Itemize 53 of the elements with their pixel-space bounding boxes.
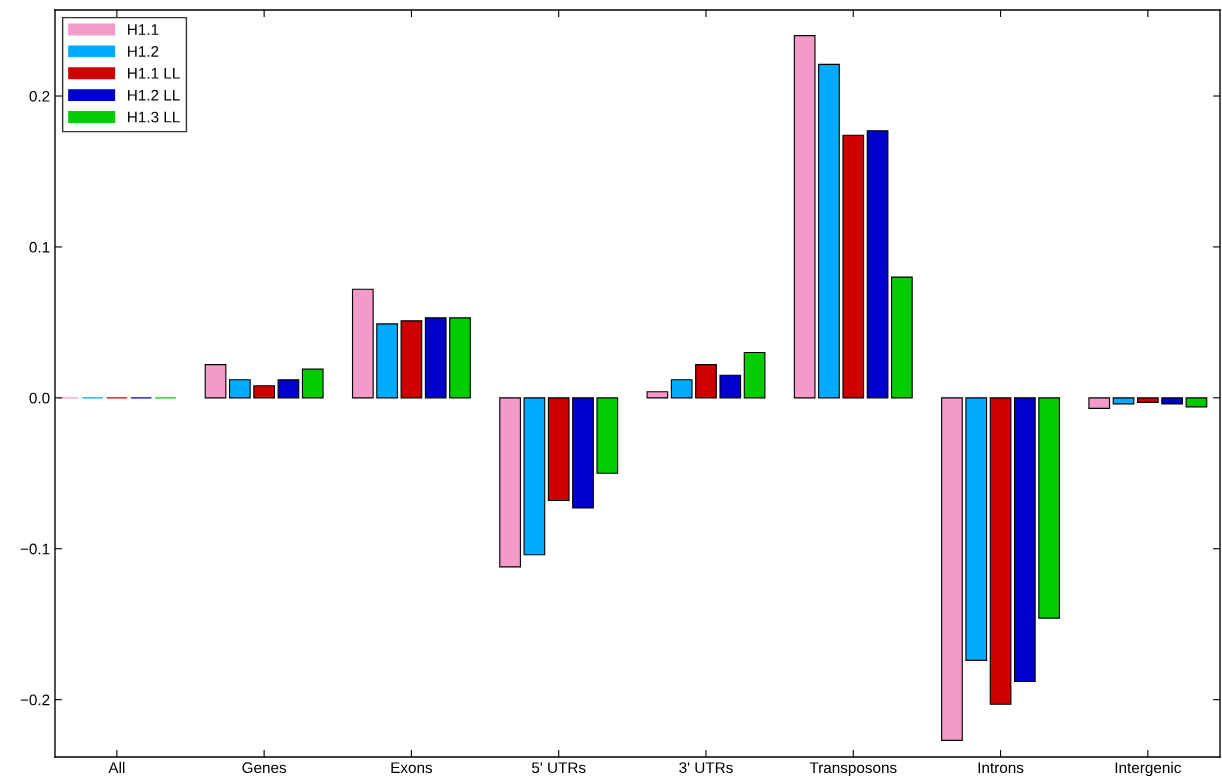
bar — [596, 397, 619, 474]
x-tick-label: Exons — [391, 762, 433, 774]
bar — [1112, 397, 1135, 405]
bar — [989, 397, 1012, 705]
x-tick-label: All — [108, 761, 125, 773]
bar — [572, 397, 594, 509]
bar — [695, 364, 717, 399]
bar — [1038, 397, 1061, 619]
bar — [204, 364, 227, 399]
bar — [670, 379, 693, 399]
bar — [1136, 397, 1159, 403]
bar — [1013, 397, 1036, 683]
x-tick-label: 5' UTRs — [531, 762, 586, 774]
bar — [965, 397, 988, 661]
bar — [277, 379, 300, 399]
bar — [400, 320, 423, 399]
bar — [646, 391, 669, 399]
bar — [301, 368, 324, 399]
bar — [1185, 397, 1208, 408]
bar — [228, 379, 251, 399]
legend-label: H1.2 LL — [128, 89, 180, 101]
bar — [1161, 397, 1183, 405]
bar — [719, 374, 742, 399]
bar — [1088, 397, 1111, 409]
bar — [523, 397, 546, 556]
bar — [449, 317, 471, 399]
bar — [818, 63, 840, 399]
y-tick-label: 0.2 — [29, 90, 50, 102]
legend-label: H1.2 — [128, 46, 159, 57]
bar — [351, 288, 374, 399]
bar — [499, 397, 521, 568]
x-tick-label: Genes — [242, 762, 287, 774]
y-tick-label: −0.1 — [20, 543, 50, 555]
bar — [793, 35, 816, 399]
bar — [743, 352, 766, 399]
x-tick-label: 3' UTRs — [679, 762, 733, 774]
x-tick-label: Transposons — [809, 762, 897, 777]
bar — [424, 317, 447, 399]
bar — [376, 323, 398, 399]
y-tick-label: 0.1 — [29, 241, 50, 253]
bar — [891, 276, 913, 399]
y-tick-label: −0.2 — [20, 694, 50, 706]
legend-label: H1.1 — [128, 24, 159, 35]
x-tick-label: Introns — [978, 762, 1024, 774]
bar — [253, 385, 276, 399]
bar — [941, 397, 963, 741]
legend-label: H1.3 LL — [128, 111, 180, 123]
legend-label: H1.1 LL — [128, 68, 180, 79]
bar — [866, 130, 889, 399]
x-tick-label: Intergenic — [1115, 761, 1181, 777]
bar — [842, 134, 865, 399]
bar — [547, 397, 570, 502]
y-tick-label: 0.0 — [29, 392, 50, 404]
